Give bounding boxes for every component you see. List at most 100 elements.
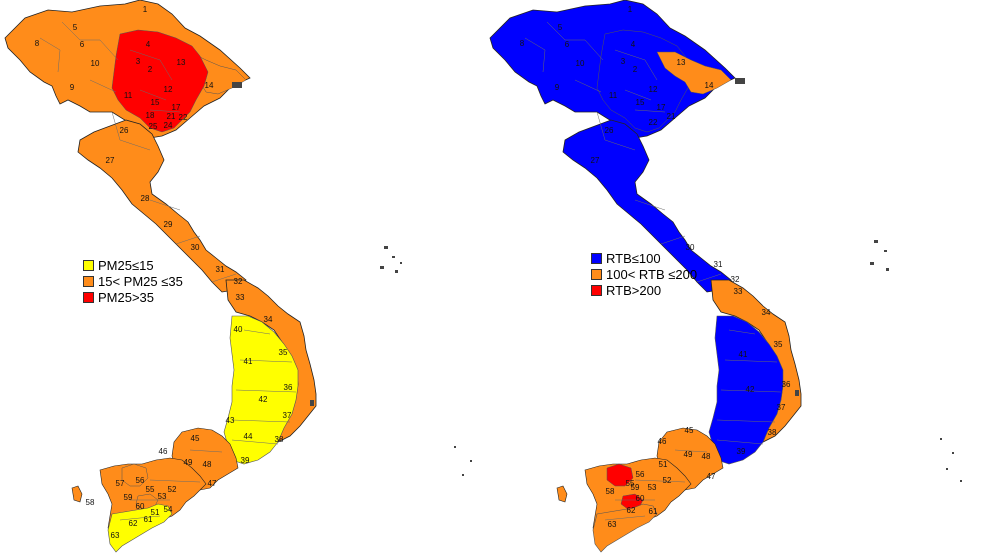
- province-label: 8: [35, 39, 40, 48]
- legend-label: 15< PM25 ≤35: [98, 273, 183, 289]
- legend-pm25: PM25≤15 15< PM25 ≤35 PM25>35: [83, 257, 183, 305]
- legend-swatch: [591, 252, 602, 264]
- legend-label: PM25≤15: [98, 257, 154, 273]
- province-label: 13: [177, 58, 186, 67]
- province-label: 31: [216, 265, 225, 274]
- province-label: 26: [120, 126, 129, 135]
- province-label: 47: [707, 472, 716, 481]
- province-label: 32: [234, 277, 243, 286]
- province-label: 2: [633, 65, 638, 74]
- province-label: 58: [86, 498, 95, 507]
- province-label: 60: [136, 502, 145, 511]
- province-label: 11: [124, 91, 133, 100]
- province-label: 2: [148, 65, 153, 74]
- province-label: 15: [151, 98, 160, 107]
- province-label: 3: [621, 57, 626, 66]
- province-label: 14: [705, 81, 714, 90]
- province-label: 11: [609, 91, 618, 100]
- province-label: 26: [605, 126, 614, 135]
- legend-label: PM25>35: [98, 289, 155, 305]
- province-label: 1: [628, 5, 633, 14]
- province-label: 29: [164, 220, 173, 229]
- province-label: 62: [627, 506, 636, 515]
- province-label: 38: [768, 428, 777, 437]
- province-label: 47: [208, 479, 217, 488]
- province-label: 63: [111, 531, 120, 540]
- legend-item: 15< PM25 ≤35: [83, 273, 183, 289]
- province-label: 35: [279, 348, 288, 357]
- province-label: 32: [731, 275, 740, 284]
- province-label: 18: [146, 111, 155, 120]
- province-label: 58: [606, 487, 615, 496]
- province-label: 5: [73, 23, 78, 32]
- province-label: 1: [143, 5, 148, 14]
- legend-item: RTB≤100: [591, 250, 697, 266]
- province-label: 37: [283, 411, 292, 420]
- province-label: 42: [259, 395, 268, 404]
- province-label: 41: [244, 357, 253, 366]
- province-label: 37: [777, 403, 786, 412]
- legend-item: RTB>200: [591, 282, 697, 298]
- province-label: 55: [626, 479, 635, 488]
- province-label: 61: [144, 515, 153, 524]
- province-label: 10: [91, 59, 100, 68]
- province-label: 53: [648, 483, 657, 492]
- province-label: 15: [636, 98, 645, 107]
- province-label: 3: [136, 57, 141, 66]
- legend-swatch: [83, 275, 94, 287]
- legend-label: RTB>200: [606, 282, 662, 298]
- province-label: 31: [714, 260, 723, 269]
- region-phu-quoc-island: [556, 485, 568, 503]
- province-label: 27: [106, 156, 115, 165]
- province-label: 39: [241, 456, 250, 465]
- rtb-choropleth-map: [489, 0, 802, 553]
- province-label: 12: [164, 85, 173, 94]
- province-label: 4: [146, 40, 151, 49]
- province-label: 5: [558, 23, 563, 32]
- province-label: 30: [191, 243, 200, 252]
- internal-boundaries: [39, 21, 297, 521]
- province-label: 60: [636, 494, 645, 503]
- province-label: 35: [774, 340, 783, 349]
- province-label: 6: [80, 40, 85, 49]
- legend-label: 100< RTB ≤200: [606, 266, 698, 282]
- region-phu-quoc-island: [71, 485, 83, 503]
- province-label: 56: [136, 476, 145, 485]
- province-label: 8: [520, 39, 525, 48]
- province-label: 52: [663, 476, 672, 485]
- province-label: 51: [151, 508, 160, 517]
- province-label: 61: [649, 507, 658, 516]
- province-label: 22: [179, 113, 188, 122]
- province-label: 17: [657, 103, 666, 112]
- province-label: 13: [677, 58, 686, 67]
- province-label: 40: [234, 325, 243, 334]
- province-label: 12: [649, 85, 658, 94]
- province-label: 24: [164, 121, 173, 130]
- province-number-labels-right: 1568109432131411121517212226273031323334…: [520, 5, 791, 529]
- legend-swatch: [591, 268, 602, 280]
- province-label: 9: [555, 83, 560, 92]
- province-label: 39: [737, 447, 746, 456]
- province-label: 27: [591, 156, 600, 165]
- province-label: 9: [70, 83, 75, 92]
- province-label: 36: [284, 383, 293, 392]
- province-label: 42: [746, 385, 755, 394]
- legend-swatch: [83, 259, 94, 271]
- province-label: 63: [608, 520, 617, 529]
- province-label: 53: [158, 492, 167, 501]
- province-label: 52: [168, 485, 177, 494]
- offshore-islands: [232, 78, 962, 482]
- province-label: 55: [146, 485, 155, 494]
- province-label: 22: [649, 118, 658, 127]
- province-label: 45: [685, 426, 694, 435]
- legend-swatch: [591, 284, 602, 296]
- province-label: 48: [203, 460, 212, 469]
- province-label: 54: [164, 505, 173, 514]
- province-label: 4: [631, 40, 636, 49]
- province-label: 51: [659, 460, 668, 469]
- province-label: 41: [739, 350, 748, 359]
- province-label: 38: [275, 435, 284, 444]
